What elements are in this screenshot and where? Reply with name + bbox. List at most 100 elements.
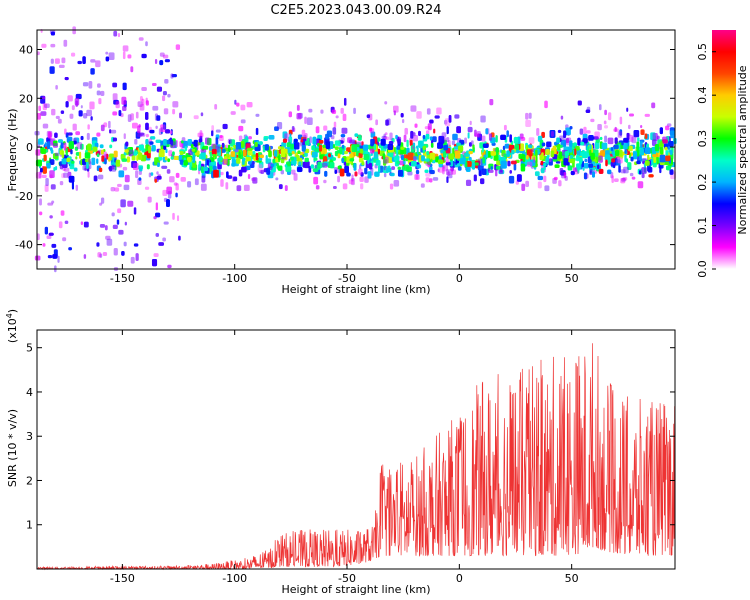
spectrogram-cell xyxy=(323,179,327,184)
spectrogram-cell xyxy=(175,192,178,198)
spectrogram-cell xyxy=(132,151,138,156)
spectrogram-cell xyxy=(238,125,244,132)
spectrogram-cell xyxy=(429,178,433,183)
spectrogram-cell xyxy=(541,131,545,139)
spectrogram-cell xyxy=(391,166,396,170)
spectrogram-cell xyxy=(615,156,621,163)
spectrogram-cell xyxy=(63,172,68,178)
spectrogram-cell xyxy=(641,167,647,174)
spectrogram-cell xyxy=(519,133,524,139)
spectrogram-cell xyxy=(473,162,479,166)
spectrogram-x-ticks: -150 -100 -50 0 50 xyxy=(110,30,579,285)
y-tick-label: 2 xyxy=(26,474,33,487)
spectrogram-cell xyxy=(454,114,460,119)
spectrogram-cell xyxy=(481,135,486,142)
y-tick-label: -40 xyxy=(15,239,33,252)
spectrogram-cell xyxy=(197,132,204,138)
spectrogram-cell xyxy=(638,170,642,175)
spectrogram-cell xyxy=(135,131,141,139)
spectrogram-cell xyxy=(480,115,486,123)
spectrogram-cell xyxy=(586,130,591,134)
spectrogram-cell xyxy=(426,108,431,115)
spectrogram-cell xyxy=(362,144,369,151)
spectrogram-cell xyxy=(617,131,623,138)
spectrogram-cell xyxy=(137,125,141,134)
spectrogram-cell xyxy=(336,150,343,155)
spectrogram-cell xyxy=(123,241,127,247)
spectrogram-cell xyxy=(577,100,582,106)
spectrogram-cell xyxy=(395,134,398,140)
spectrogram-cell xyxy=(534,171,540,177)
spectrogram-cell xyxy=(597,164,600,170)
spectrogram-cell xyxy=(558,180,562,187)
spectrogram-cell xyxy=(51,200,55,204)
spectrogram-cell xyxy=(158,149,165,158)
spectrogram-cell xyxy=(281,142,287,148)
spectrogram-x-label: Height of straight line (km) xyxy=(281,283,430,296)
spectrogram-cell xyxy=(166,186,173,195)
spectrogram-cell xyxy=(389,183,394,190)
spectrogram-cell xyxy=(260,169,265,174)
spectrogram-cell xyxy=(569,140,573,148)
spectrogram-cell xyxy=(337,165,342,170)
spectrogram-cell xyxy=(614,126,617,132)
spectrogram-cell xyxy=(559,167,564,176)
spectrogram-cell xyxy=(226,171,229,179)
spectrogram-cell xyxy=(426,150,430,156)
spectrogram-cell xyxy=(454,114,460,119)
spectrogram-cell xyxy=(370,131,376,138)
spectrogram-cell xyxy=(170,141,176,149)
spectrogram-cell xyxy=(169,130,173,135)
spectrogram-cell xyxy=(221,142,225,148)
spectrogram-cell xyxy=(296,113,302,120)
x-tick-label: -50 xyxy=(338,272,356,285)
spectrogram-cell xyxy=(664,146,668,151)
spectrogram-cell xyxy=(301,129,306,137)
spectrogram-cell xyxy=(60,142,64,149)
spectrogram-cell xyxy=(382,159,387,166)
spectrogram-cell xyxy=(604,125,609,129)
spectrogram-cell xyxy=(425,133,430,140)
spectrogram-cell xyxy=(166,169,171,174)
spectrogram-cell xyxy=(52,153,59,160)
spectrogram-cell xyxy=(76,142,83,150)
spectrogram-cell xyxy=(187,139,193,146)
spectrogram-cell xyxy=(495,166,502,170)
spectrogram-cell xyxy=(50,43,56,48)
spectrogram-cell xyxy=(525,119,531,127)
spectrogram-cell xyxy=(263,137,268,142)
spectrogram-cell xyxy=(312,168,319,172)
spectrogram-cell xyxy=(198,138,203,143)
spectrogram-cell xyxy=(522,154,526,162)
spectrogram-cell xyxy=(47,131,52,139)
spectrogram-cell xyxy=(118,229,124,235)
spectrogram-cell xyxy=(49,159,55,165)
spectrogram-cell xyxy=(173,182,178,186)
spectrogram-cell xyxy=(637,137,640,142)
spectrogram-cell xyxy=(132,163,139,170)
spectrogram-cell xyxy=(370,152,373,157)
spectrogram-cell xyxy=(628,124,631,130)
spectrogram-cell xyxy=(631,176,636,180)
spectrogram-cell xyxy=(548,158,553,166)
spectrogram-cell xyxy=(159,52,165,57)
spectrogram-cell xyxy=(151,82,157,87)
y-tick-label: -20 xyxy=(15,190,33,203)
spectrogram-cell xyxy=(629,113,634,117)
spectrogram-cell xyxy=(145,97,148,104)
spectrogram-cell xyxy=(644,147,651,155)
spectrogram-cell xyxy=(644,113,650,117)
spectrogram-cell xyxy=(358,145,364,149)
spectrogram-cell xyxy=(83,254,87,259)
spectrogram-cell xyxy=(570,170,575,176)
spectrogram-cell xyxy=(586,173,589,179)
spectrogram-cell xyxy=(557,143,561,151)
spectrogram-cell xyxy=(341,127,348,134)
spectrogram-cell xyxy=(495,135,498,143)
spectrogram-cell xyxy=(225,182,229,190)
spectrogram-cell xyxy=(561,172,567,179)
spectrogram-cell xyxy=(377,148,381,155)
spectrogram-cell xyxy=(582,138,588,144)
spectrogram-cell xyxy=(293,138,298,143)
spectrogram-cell xyxy=(145,112,149,120)
